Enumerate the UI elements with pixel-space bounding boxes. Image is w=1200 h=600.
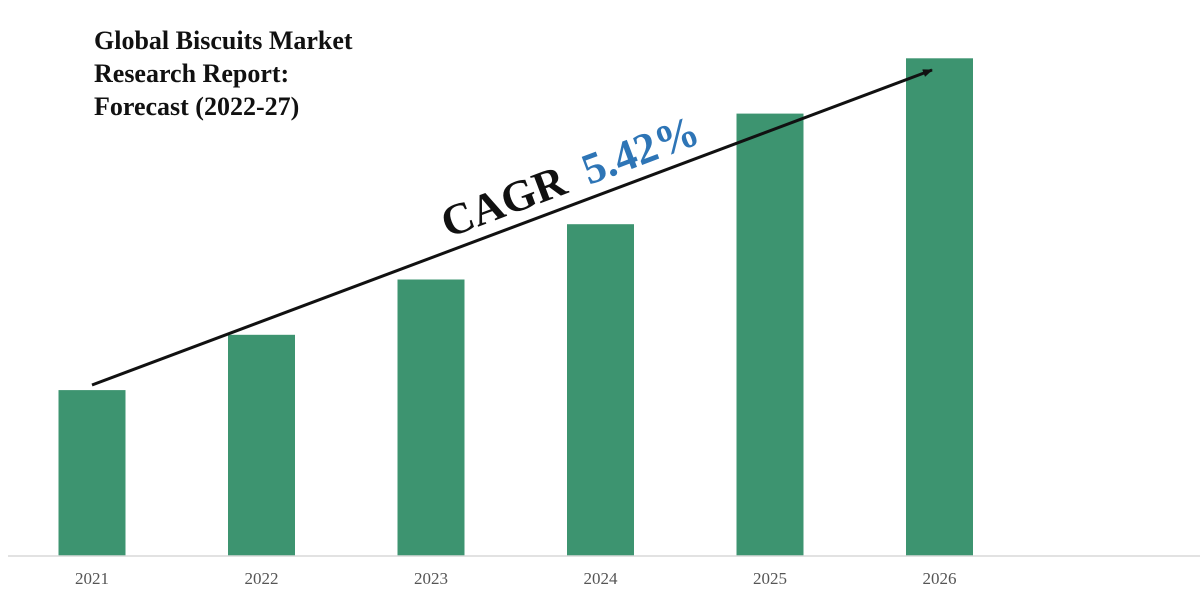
x-tick-label-2022: 2022: [245, 569, 279, 588]
bar-2022: [228, 334, 295, 556]
x-tick-label-2025: 2025: [753, 569, 787, 588]
bars-layer: [58, 58, 973, 557]
trend-arrow: [91, 68, 933, 387]
x-tick-label-2023: 2023: [414, 569, 448, 588]
bar-2021: [58, 390, 126, 556]
x-tick-label-2021: 2021: [75, 569, 109, 588]
bar-2023: [397, 279, 465, 556]
cagr-value: 5.42%: [575, 106, 706, 194]
cagr-prefix: CAGR: [434, 155, 574, 247]
chart-title-line-1: Global Biscuits Market: [94, 26, 353, 55]
x-axis-ticks: 2021 2022 2023 2024 2025 2026: [75, 569, 957, 588]
bar-2026: [906, 58, 973, 557]
chart-title-line-2: Research Report:: [94, 59, 290, 88]
x-tick-label-2024: 2024: [584, 569, 619, 588]
chart-title: Global Biscuits Market Research Report: …: [94, 24, 353, 123]
chart-title-line-3: Forecast (2022-27): [94, 92, 300, 121]
bar-2025: [736, 113, 804, 556]
bar-2024: [567, 224, 634, 556]
x-tick-label-2026: 2026: [923, 569, 957, 588]
